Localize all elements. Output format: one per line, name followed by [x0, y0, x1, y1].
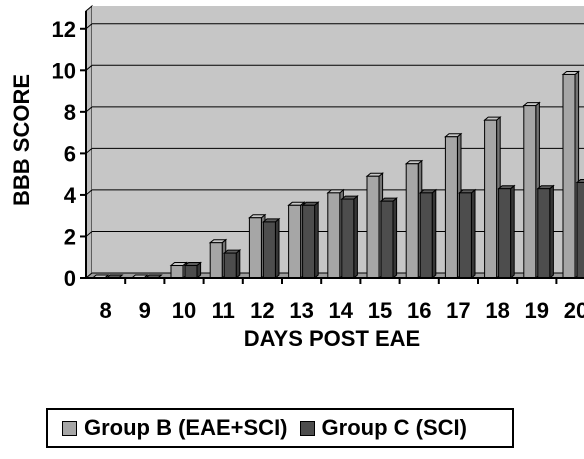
x-tick-label: 20	[564, 298, 584, 323]
bar-top	[575, 178, 584, 183]
legend-item-group-c: Group C (SCI)	[299, 415, 467, 441]
bar-group-b-day-11	[209, 242, 223, 279]
gridline	[85, 106, 584, 113]
bar-side	[470, 188, 476, 280]
bar-group-c-day-17	[458, 192, 472, 279]
bar-group-c-day-14	[341, 198, 355, 279]
legend-swatch-group-b	[62, 420, 77, 436]
bar-group-b-day-18	[484, 119, 498, 279]
bar-group-c-day-20	[576, 181, 584, 279]
x-tick-label: 11	[212, 298, 235, 323]
bar-side	[314, 201, 319, 280]
bar-side	[510, 184, 515, 280]
bar-chart: 0 2 4 6 8 10 12 8 9 10 11 12 13 14 15 16 17 18 19 20 DAYS …	[9, 4, 584, 351]
x-tick-label: 13	[289, 298, 313, 323]
bar-side	[353, 195, 358, 280]
bar-group-b-day-16	[405, 163, 419, 279]
bar-side	[274, 217, 280, 280]
x-tick-label: 18	[485, 298, 509, 323]
x-tick-label: 16	[407, 298, 431, 323]
bar-group-c-day-15	[380, 200, 394, 279]
x-tick-label: 9	[139, 298, 151, 323]
gridline	[85, 23, 584, 30]
bar-group-b-day-12	[248, 217, 262, 279]
x-tick-label: 12	[250, 298, 274, 323]
bar-group-c-day-11	[223, 252, 237, 279]
y-tick-label: 8	[64, 100, 76, 125]
legend-label-group-c: Group C (SCI)	[321, 415, 467, 440]
bar-side	[431, 188, 437, 280]
y-tick-label: 4	[64, 183, 77, 208]
bar-side	[235, 249, 241, 280]
bar-side	[549, 184, 554, 280]
bar-group-c-day-12	[262, 221, 276, 279]
bar-group-c-day-18	[498, 188, 512, 279]
bar-group-b-day-17	[444, 136, 458, 279]
x-tick-label: 15	[368, 298, 392, 323]
y-tick-label: 2	[64, 224, 76, 249]
x-tick-label: 17	[446, 298, 470, 323]
bar-group-c-day-19	[537, 188, 551, 279]
y-tick-label: 6	[64, 141, 76, 166]
legend-swatch-group-c	[299, 420, 315, 436]
y-tick-label: 0	[64, 266, 76, 291]
x-tick-label: 14	[329, 298, 354, 323]
bar-group-b-day-13	[288, 204, 302, 279]
bar-group-b-day-14	[327, 192, 341, 279]
bar-group-b-day-19	[523, 105, 537, 279]
gridline	[85, 64, 584, 71]
gridline	[85, 147, 584, 154]
legend-label-group-b: Group B (EAE+SCI)	[84, 415, 288, 440]
bar-side	[392, 197, 398, 280]
bar-group-c-day-13	[302, 204, 316, 279]
y-axis-title: BBB SCORE	[9, 74, 34, 206]
bar-group-b-day-10	[170, 265, 184, 279]
bar-group-b-day-15	[366, 175, 380, 279]
legend: Group B (EAE+SCI) Group C (SCI)	[46, 408, 514, 448]
x-axis-title: DAYS POST EAE	[244, 326, 420, 351]
y-tick-label: 12	[52, 17, 76, 42]
legend-item-group-b: Group B (EAE+SCI)	[62, 415, 288, 441]
x-tick-label: 10	[172, 298, 196, 323]
x-tick-label: 8	[99, 298, 111, 323]
bar-group-c-day-16	[419, 192, 433, 279]
y-tick-label: 10	[52, 58, 76, 83]
x-tick-label: 19	[525, 298, 549, 323]
bar-group-b-day-20	[562, 73, 576, 279]
bar-group-c-day-10	[184, 265, 198, 279]
